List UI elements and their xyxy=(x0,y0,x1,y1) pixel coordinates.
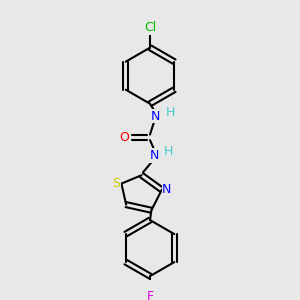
Text: S: S xyxy=(112,177,120,190)
Text: H: H xyxy=(164,145,173,158)
Text: Cl: Cl xyxy=(144,21,156,34)
Text: N: N xyxy=(162,183,172,196)
Text: O: O xyxy=(119,131,129,144)
Text: H: H xyxy=(166,106,175,118)
Text: N: N xyxy=(151,110,160,123)
Text: F: F xyxy=(146,290,154,300)
Text: N: N xyxy=(149,149,159,162)
